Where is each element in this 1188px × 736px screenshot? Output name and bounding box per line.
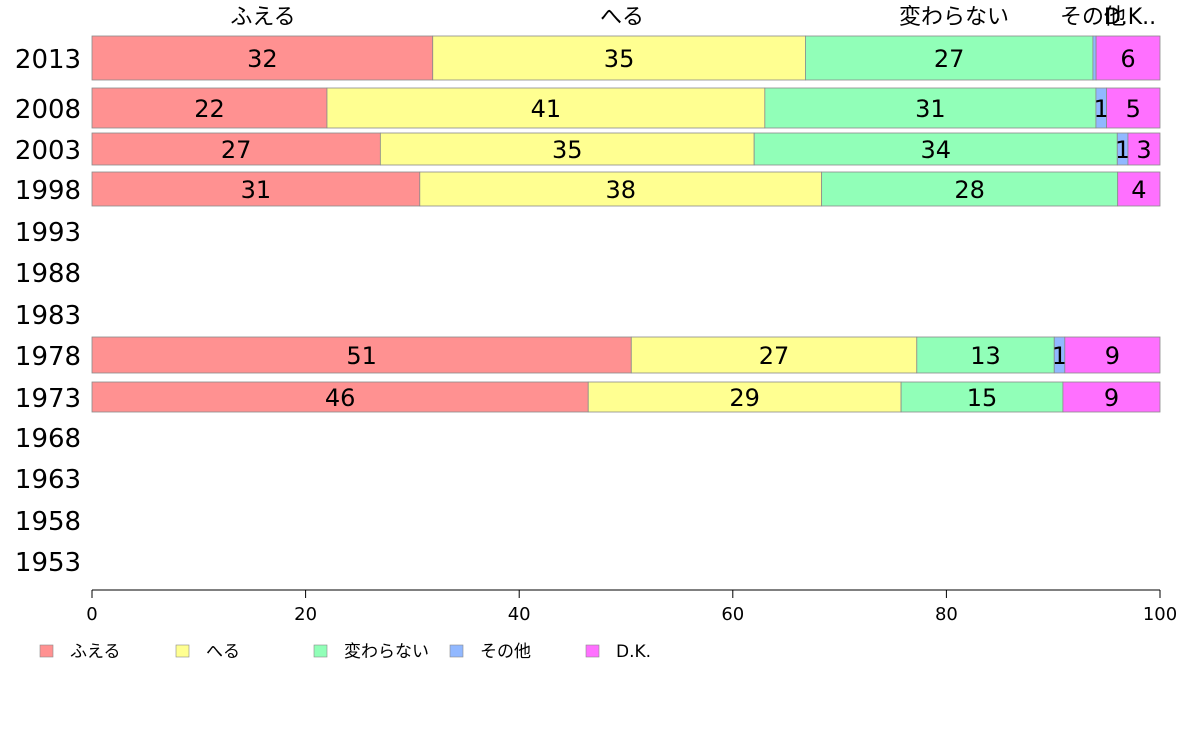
- year-label: 1978: [15, 342, 81, 372]
- legend-swatch: [175, 644, 190, 658]
- top-series-label: D.K..: [1104, 5, 1156, 30]
- year-label: 1998: [15, 176, 81, 206]
- bar-segment: [1064, 336, 1161, 374]
- top-series-label: へる: [600, 5, 644, 30]
- bar-segment: [753, 132, 1118, 166]
- year-label: 1988: [15, 259, 81, 289]
- bar-value-label: 1: [1052, 342, 1067, 370]
- bar-value-label: 32: [247, 45, 278, 73]
- legend-label: ふえる: [70, 642, 121, 662]
- bar-value-label: 5: [1126, 95, 1141, 123]
- legend-label: 変わらない: [344, 642, 429, 662]
- bar-segment: [91, 336, 632, 374]
- bar-value-label: 34: [920, 136, 951, 164]
- x-tick-label: 80: [935, 604, 958, 625]
- year-label: 1973: [15, 384, 81, 414]
- x-tick-label: 40: [508, 604, 531, 625]
- x-tick-label: 100: [1143, 604, 1177, 625]
- bar-segment: [1062, 381, 1161, 413]
- bar-value-label: 31: [915, 95, 946, 123]
- year-label: 2008: [15, 95, 81, 125]
- bar-segment: [91, 87, 328, 129]
- year-label: 2003: [15, 136, 81, 166]
- x-tick-label: 60: [721, 604, 744, 625]
- legend-label: その他: [480, 642, 531, 662]
- top-series-label: その他: [1060, 5, 1126, 30]
- year-label: 1968: [15, 424, 81, 454]
- bar-value-label: 41: [531, 95, 562, 123]
- bar-segment: [1117, 171, 1161, 207]
- year-label: 1963: [15, 465, 81, 495]
- bar-segment: [916, 336, 1055, 374]
- bar-segment: [432, 35, 806, 81]
- bar-segment: [91, 132, 381, 166]
- bar-value-label: 6: [1120, 45, 1135, 73]
- legend-label: D.K.: [616, 642, 651, 662]
- legend-label: へる: [206, 642, 240, 662]
- year-label: 1958: [15, 507, 81, 537]
- top-series-label: ふえる: [230, 5, 295, 30]
- bar-segment: [419, 171, 823, 207]
- bar-segment: [587, 381, 902, 413]
- top-series-label: 変わらない: [899, 5, 1009, 30]
- bar-value-label: 22: [194, 95, 225, 123]
- x-tick-label: 0: [86, 604, 97, 625]
- bar-value-label: 9: [1105, 342, 1120, 370]
- bar-value-label: 35: [604, 45, 635, 73]
- x-tick-label: 20: [294, 604, 317, 625]
- bar-value-label: 46: [325, 384, 356, 412]
- year-label: 2013: [15, 45, 81, 75]
- bar-value-label: 13: [970, 342, 1001, 370]
- legend-swatch: [313, 644, 328, 658]
- bar-value-label: 27: [221, 136, 252, 164]
- bar-segment: [1127, 132, 1161, 166]
- bar-segment: [821, 171, 1119, 207]
- bar-value-label: 27: [934, 45, 965, 73]
- bar-value-label: 38: [605, 176, 636, 204]
- bar-segment: [91, 171, 421, 207]
- bar-value-label: 4: [1131, 176, 1146, 204]
- bar-segment: [379, 132, 755, 166]
- bar-segment: [91, 35, 434, 81]
- bar-segment: [1092, 35, 1097, 81]
- bar-segment: [630, 336, 918, 374]
- bar-value-label: 29: [729, 384, 760, 412]
- bar-value-label: 9: [1104, 384, 1119, 412]
- bar-value-label: 31: [241, 176, 272, 204]
- bar-value-label: 1: [1094, 95, 1109, 123]
- year-label: 1983: [15, 301, 81, 331]
- bar-segment: [764, 87, 1097, 129]
- legend-swatch: [39, 644, 54, 658]
- legend-swatch: [585, 644, 600, 658]
- bar-segment: [1106, 87, 1161, 129]
- legend-swatch: [449, 644, 464, 658]
- year-label: 1993: [15, 218, 81, 248]
- bar-value-label: 51: [346, 342, 377, 370]
- bar-value-label: 15: [967, 384, 998, 412]
- bar-value-label: 28: [954, 176, 985, 204]
- bar-value-label: 27: [759, 342, 790, 370]
- year-label: 1953: [15, 548, 81, 578]
- bar-segment: [805, 35, 1094, 81]
- bar-value-label: 35: [552, 136, 583, 164]
- bar-segment: [1095, 35, 1161, 81]
- bar-value-label: 3: [1136, 136, 1151, 164]
- bar-value-label: 1: [1115, 136, 1130, 164]
- bar-segment: [326, 87, 766, 129]
